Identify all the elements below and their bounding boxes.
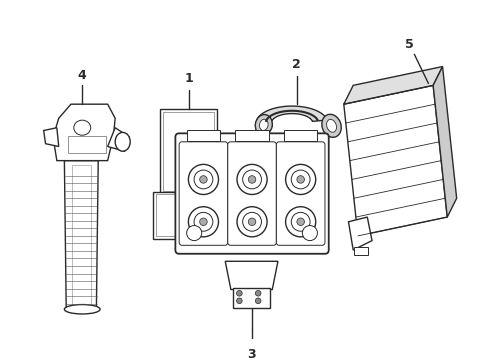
- Polygon shape: [344, 67, 442, 104]
- Circle shape: [200, 218, 207, 226]
- Text: 1: 1: [184, 72, 193, 85]
- Circle shape: [297, 218, 304, 226]
- Bar: [187, 130, 220, 141]
- Bar: [233, 288, 270, 308]
- FancyBboxPatch shape: [175, 133, 329, 254]
- Ellipse shape: [255, 114, 272, 135]
- Text: 2: 2: [293, 58, 301, 71]
- Text: 4: 4: [78, 69, 87, 82]
- Text: 5: 5: [405, 37, 414, 50]
- Ellipse shape: [327, 120, 337, 132]
- Circle shape: [237, 291, 242, 296]
- Polygon shape: [433, 67, 457, 217]
- Circle shape: [188, 207, 219, 237]
- Circle shape: [255, 298, 261, 303]
- Circle shape: [291, 170, 310, 189]
- Bar: [284, 130, 318, 141]
- Bar: [156, 194, 221, 236]
- Circle shape: [291, 212, 310, 231]
- Polygon shape: [225, 261, 278, 289]
- Polygon shape: [64, 161, 98, 311]
- Circle shape: [255, 291, 261, 296]
- Polygon shape: [348, 217, 372, 250]
- Circle shape: [248, 176, 256, 183]
- Circle shape: [237, 207, 267, 237]
- Polygon shape: [344, 85, 447, 236]
- Bar: [160, 109, 217, 194]
- Circle shape: [243, 170, 262, 189]
- Bar: [68, 136, 106, 153]
- FancyBboxPatch shape: [228, 142, 276, 245]
- Ellipse shape: [115, 132, 130, 151]
- Ellipse shape: [322, 114, 341, 137]
- Circle shape: [286, 207, 316, 237]
- Circle shape: [200, 176, 207, 183]
- Circle shape: [237, 165, 267, 194]
- Circle shape: [297, 176, 304, 183]
- Circle shape: [188, 165, 219, 194]
- Polygon shape: [108, 128, 129, 151]
- Circle shape: [187, 226, 202, 240]
- Bar: [163, 112, 214, 191]
- Polygon shape: [53, 104, 115, 161]
- Circle shape: [248, 218, 256, 226]
- Circle shape: [243, 212, 262, 231]
- FancyBboxPatch shape: [179, 142, 228, 245]
- Bar: [72, 165, 91, 306]
- Ellipse shape: [260, 119, 268, 130]
- Circle shape: [302, 226, 318, 240]
- Circle shape: [194, 170, 213, 189]
- Circle shape: [237, 298, 242, 303]
- Circle shape: [194, 212, 213, 231]
- Ellipse shape: [74, 120, 91, 135]
- Bar: [235, 130, 269, 141]
- Text: 3: 3: [247, 348, 256, 360]
- Circle shape: [286, 165, 316, 194]
- Polygon shape: [256, 106, 327, 129]
- Bar: [153, 192, 224, 239]
- Bar: [354, 247, 368, 255]
- FancyBboxPatch shape: [276, 142, 325, 245]
- Ellipse shape: [64, 305, 100, 314]
- Polygon shape: [44, 128, 59, 147]
